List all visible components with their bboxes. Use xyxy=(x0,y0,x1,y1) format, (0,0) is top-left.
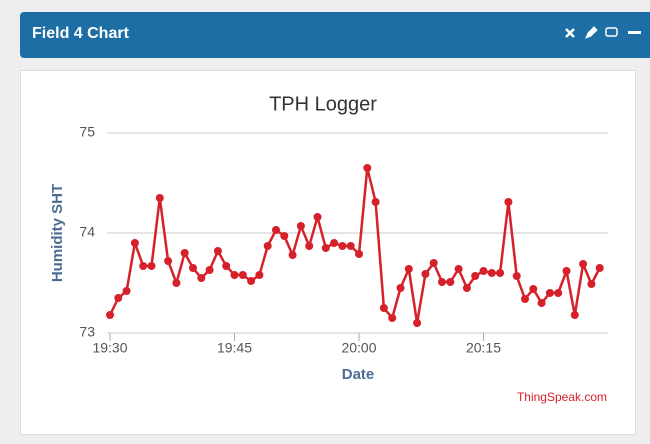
data-point xyxy=(197,274,206,282)
data-point xyxy=(504,198,513,206)
data-point xyxy=(205,266,214,274)
data-point xyxy=(272,226,280,234)
comment-icon[interactable] xyxy=(605,27,618,37)
panel-icons xyxy=(565,26,641,39)
data-point xyxy=(579,260,588,268)
data-point xyxy=(487,269,496,277)
data-point xyxy=(305,242,314,250)
data-point xyxy=(471,272,480,280)
y-tick-label: 75 xyxy=(79,124,95,140)
data-point xyxy=(479,267,488,275)
y-axis-label: Humidity SHT xyxy=(49,184,66,282)
data-point xyxy=(413,319,422,327)
data-point xyxy=(164,257,173,265)
data-point xyxy=(529,285,538,293)
data-point xyxy=(355,250,363,258)
data-point xyxy=(346,242,355,250)
y-tick-label: 74 xyxy=(79,224,95,240)
data-point xyxy=(106,311,114,319)
data-point xyxy=(587,280,596,288)
chart-title: TPH Logger xyxy=(269,93,377,115)
data-point xyxy=(172,279,181,287)
data-point xyxy=(429,259,438,267)
data-point xyxy=(379,304,388,312)
data-point xyxy=(263,242,272,250)
x-axis-label: Date xyxy=(342,366,375,383)
data-point xyxy=(238,271,247,279)
data-point xyxy=(180,249,189,257)
data-point xyxy=(189,264,197,272)
minimize-icon[interactable] xyxy=(628,31,641,34)
data-point xyxy=(114,294,123,302)
close-icon[interactable] xyxy=(565,28,575,38)
data-point xyxy=(147,262,156,270)
data-point xyxy=(255,271,264,279)
data-point xyxy=(537,299,546,307)
data-point xyxy=(313,213,322,221)
credit: ThingSpeak.com xyxy=(517,390,607,404)
data-point xyxy=(155,194,164,202)
data-point xyxy=(570,311,579,319)
data-point xyxy=(321,244,330,252)
data-point xyxy=(280,232,289,240)
data-point xyxy=(545,289,554,297)
data-point xyxy=(247,277,256,285)
data-point xyxy=(122,287,131,295)
data-point xyxy=(330,239,339,247)
data-point xyxy=(462,284,471,292)
data-point xyxy=(421,270,430,278)
data-point xyxy=(446,278,455,286)
data-point xyxy=(595,264,604,272)
data-point xyxy=(222,262,231,270)
data-point xyxy=(554,289,563,297)
data-point xyxy=(213,247,222,255)
data-point xyxy=(371,198,380,206)
data-point xyxy=(363,164,372,172)
data-point xyxy=(454,265,463,273)
data-point xyxy=(562,267,571,275)
edit-icon[interactable] xyxy=(585,26,598,39)
data-point xyxy=(230,271,239,279)
data-point xyxy=(338,242,347,250)
data-point xyxy=(512,272,521,280)
x-tick-label: 20:00 xyxy=(341,340,376,356)
data-point xyxy=(438,278,446,286)
data-point xyxy=(288,251,297,259)
data-point xyxy=(139,262,148,270)
data-point xyxy=(130,239,139,247)
x-tick-label: 20:15 xyxy=(466,340,501,356)
x-tick-label: 19:30 xyxy=(92,340,127,356)
data-point xyxy=(496,269,505,277)
chart-box xyxy=(20,70,636,435)
data-point xyxy=(296,222,305,230)
panel-header xyxy=(20,12,650,58)
panel-title: Field 4 Chart xyxy=(32,25,130,42)
y-tick-label: 73 xyxy=(79,324,95,340)
data-point xyxy=(521,295,529,303)
data-point xyxy=(404,265,413,273)
data-point xyxy=(396,284,405,292)
data-point xyxy=(388,314,397,322)
x-tick-label: 19:45 xyxy=(217,340,252,356)
